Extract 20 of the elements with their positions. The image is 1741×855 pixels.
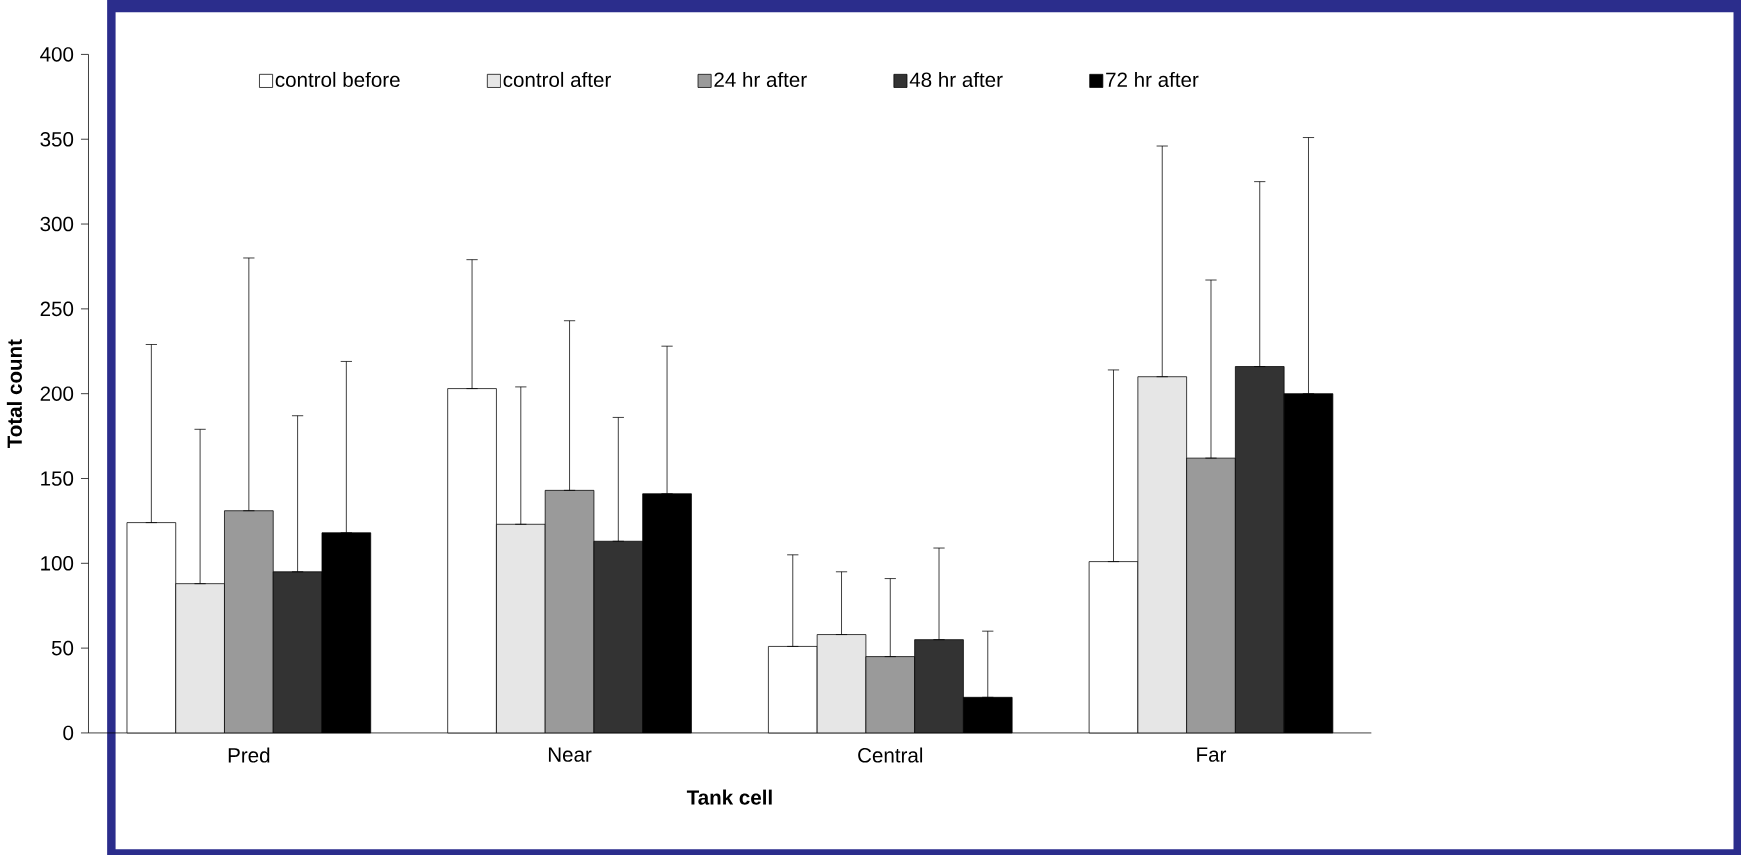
legend-label: 24 hr after [714, 71, 807, 88]
x-tick-label: Near [548, 747, 592, 762]
legend-label: control after [503, 71, 611, 88]
y-tick-label: 350 [40, 131, 74, 147]
y-tick-label: 100 [41, 556, 74, 571]
y-axis-title: Total count [6, 339, 22, 449]
y-tick-label: 0 [63, 725, 74, 741]
legend-label: 48 hr after [909, 71, 1003, 88]
y-tick-label: 200 [40, 386, 74, 401]
y-tick-label: 250 [40, 301, 74, 317]
legend-label: control before [275, 71, 400, 88]
x-tick-label: Central [858, 747, 923, 763]
x-tick-label: Pred [228, 747, 270, 763]
x-tick-label: Far [1197, 747, 1227, 762]
x-axis-title: Tank cell [686, 789, 772, 805]
y-tick-label: 400 [40, 47, 74, 62]
legend-label: 72 hr after [1106, 71, 1199, 88]
y-tick-label: 300 [40, 216, 74, 232]
y-tick-label: 50 [51, 640, 74, 656]
y-tick-label: 150 [41, 471, 74, 486]
